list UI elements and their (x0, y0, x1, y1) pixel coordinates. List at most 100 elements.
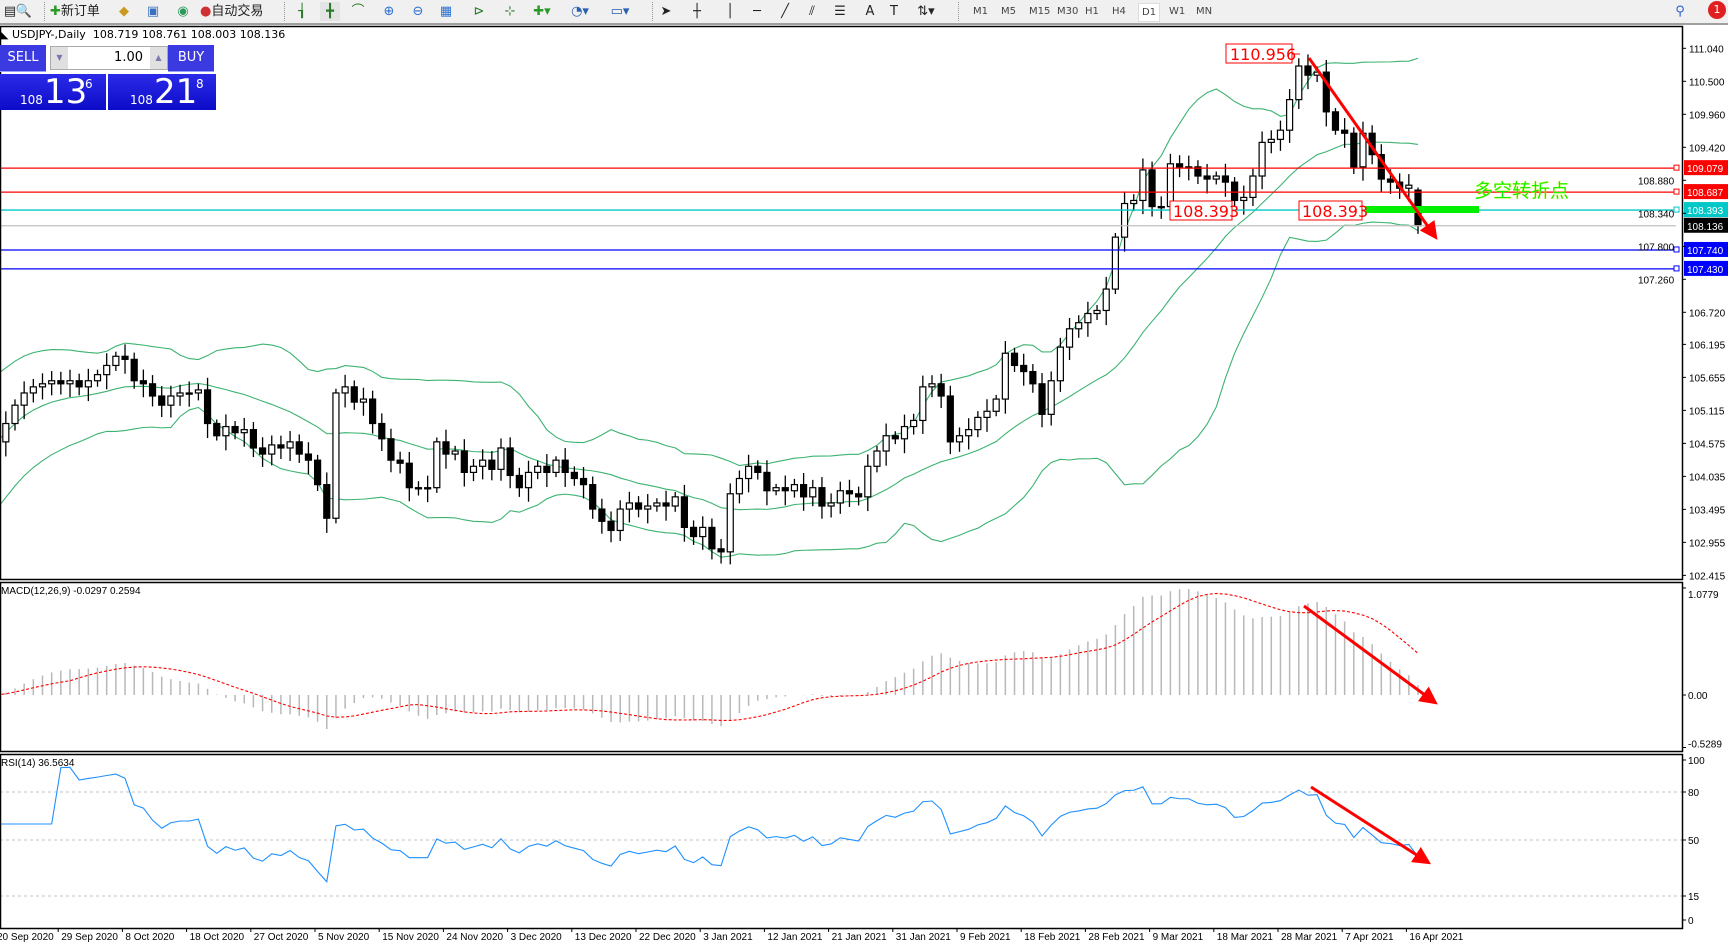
candle[interactable] (552, 456, 560, 478)
candle[interactable] (1120, 191, 1129, 252)
candle[interactable] (534, 460, 542, 480)
candle[interactable] (314, 454, 322, 491)
candle[interactable] (369, 390, 377, 434)
candle[interactable] (130, 352, 138, 389)
candle[interactable] (451, 445, 459, 461)
candle[interactable] (662, 490, 670, 521)
candle[interactable] (790, 478, 799, 498)
candle[interactable] (1267, 130, 1275, 154)
buy-button[interactable]: BUY (168, 45, 214, 72)
candle[interactable] (910, 413, 918, 435)
candle[interactable] (286, 431, 294, 461)
candle[interactable] (1157, 196, 1165, 219)
candle[interactable] (66, 369, 74, 398)
candle[interactable] (57, 371, 65, 395)
candle[interactable] (277, 435, 285, 460)
candle[interactable] (1093, 305, 1101, 320)
line-handle[interactable] (1673, 206, 1680, 213)
candle[interactable] (295, 434, 303, 463)
candle[interactable] (194, 383, 202, 401)
support-label-1-box[interactable] (1169, 200, 1233, 221)
candle[interactable] (616, 500, 624, 541)
candle[interactable] (873, 445, 881, 473)
candle[interactable] (1341, 118, 1349, 148)
lot-increase-icon[interactable]: ▲ (150, 47, 167, 69)
candle[interactable] (827, 493, 835, 518)
candle[interactable] (405, 451, 413, 502)
candle[interactable] (332, 388, 340, 524)
candle[interactable] (121, 344, 129, 374)
candle[interactable] (598, 498, 606, 534)
fibonacci-icon[interactable]: ☰ (834, 4, 846, 19)
candle[interactable] (699, 516, 707, 550)
candle[interactable] (818, 477, 826, 519)
candle[interactable] (1038, 373, 1046, 428)
zoom-in-icon[interactable]: ⊕ (383, 4, 395, 19)
equidistant-channel-icon[interactable]: ⫽ (809, 4, 815, 19)
candle[interactable] (1148, 161, 1156, 217)
vertical-line-icon[interactable]: │ (726, 4, 734, 19)
candle[interactable] (809, 479, 817, 507)
candle[interactable] (506, 437, 514, 489)
price-down-arrow[interactable] (1307, 57, 1438, 240)
history-center-icon[interactable]: ◆ (119, 4, 129, 19)
candle[interactable] (845, 479, 854, 507)
candle[interactable] (644, 494, 652, 524)
support-label-2-box[interactable] (1298, 200, 1363, 221)
candle[interactable] (48, 371, 56, 396)
candle[interactable] (1010, 347, 1019, 372)
candle[interactable] (359, 387, 368, 416)
candle[interactable] (304, 442, 313, 475)
candle[interactable] (158, 386, 166, 418)
candle[interactable] (781, 475, 789, 506)
candle[interactable] (754, 460, 762, 480)
candle[interactable] (424, 475, 432, 503)
candle[interactable] (937, 373, 945, 408)
candle[interactable] (653, 498, 661, 512)
text-label-icon[interactable]: T (890, 4, 898, 19)
candle[interactable] (919, 375, 927, 434)
candle[interactable] (1175, 155, 1184, 178)
candle[interactable] (488, 451, 496, 481)
horizontal-line-icon[interactable]: ─ (753, 4, 761, 19)
candle[interactable] (1350, 127, 1358, 175)
candle[interactable] (1331, 108, 1340, 135)
candle[interactable] (561, 448, 569, 487)
lot-decrease-icon[interactable]: ▼ (51, 47, 68, 69)
candle[interactable] (946, 385, 954, 455)
candle[interactable] (735, 470, 744, 504)
candle[interactable] (1221, 163, 1230, 197)
candle[interactable] (2, 411, 10, 457)
candle[interactable] (671, 492, 679, 512)
candle[interactable] (350, 380, 358, 410)
new-order-button[interactable]: ✚新订单 (50, 2, 110, 21)
candle[interactable] (341, 374, 349, 408)
candle[interactable] (1111, 232, 1119, 295)
candle[interactable] (1286, 89, 1294, 143)
market-watch-icon[interactable]: ▣ (146, 4, 160, 19)
candle[interactable] (1029, 364, 1037, 393)
periods-icon[interactable]: ◔▾ (571, 4, 589, 19)
candle[interactable] (864, 454, 872, 512)
indicators-icon[interactable]: ✚▾ (533, 4, 551, 19)
candle[interactable] (800, 472, 808, 511)
candle[interactable] (112, 351, 120, 371)
candle[interactable] (396, 451, 404, 474)
pivot-zone-bar[interactable] (1366, 206, 1479, 213)
candle[interactable] (1056, 337, 1064, 392)
signals-icon[interactable]: ◉ (177, 4, 189, 19)
line-chart-icon[interactable]: ⌒ (351, 4, 365, 19)
arrows-icon[interactable]: ⇅▾ (917, 4, 935, 19)
buy-price-box[interactable]: 108 21 8 (108, 72, 216, 112)
candle[interactable] (708, 518, 716, 560)
candle[interactable] (1194, 160, 1202, 184)
candle[interactable] (387, 428, 395, 473)
timeframe-m5[interactable]: M5 (1001, 6, 1016, 17)
candle[interactable] (103, 353, 111, 390)
candle[interactable] (772, 483, 780, 496)
candle[interactable] (1047, 371, 1055, 426)
candle[interactable] (231, 421, 239, 440)
notification-badge[interactable]: 1 (1708, 1, 1726, 19)
candle[interactable] (515, 467, 523, 497)
candle[interactable] (249, 422, 258, 458)
